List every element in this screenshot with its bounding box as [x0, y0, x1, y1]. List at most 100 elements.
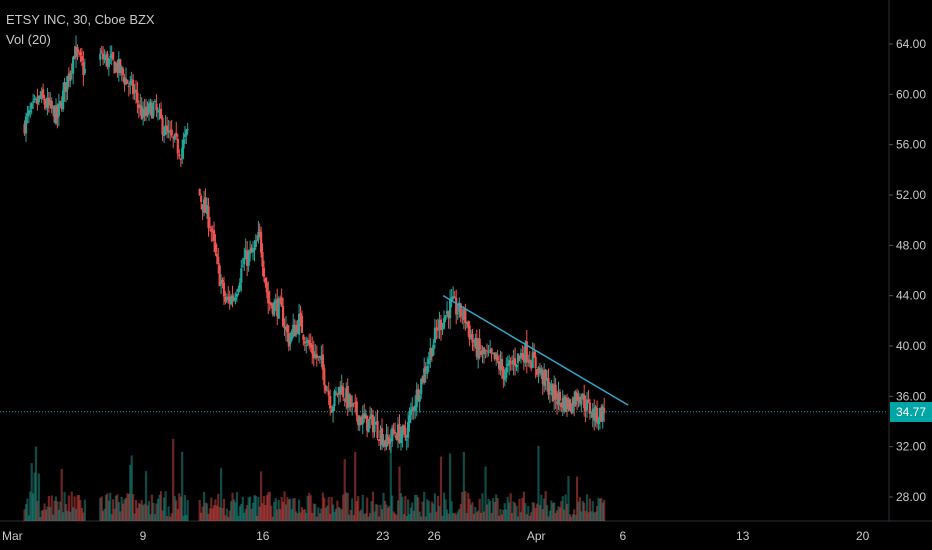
volume-bar	[104, 494, 108, 521]
candle-body	[459, 303, 462, 317]
volume-bar	[321, 492, 324, 521]
volume-bar	[207, 513, 210, 521]
candle-body	[357, 415, 360, 425]
candle-body	[493, 352, 496, 360]
candle-body	[215, 253, 218, 257]
volume-bar	[183, 495, 187, 521]
candle-body	[401, 426, 404, 438]
volume-bar	[146, 505, 149, 521]
candle-body	[364, 413, 367, 419]
candle-body	[538, 368, 542, 374]
candle-body	[144, 106, 148, 116]
candle-body	[50, 101, 53, 109]
candle-body	[39, 95, 42, 97]
candle-body	[132, 79, 135, 94]
volume-bar	[383, 500, 387, 521]
volume-bar	[270, 505, 273, 521]
volume-bar	[456, 511, 459, 521]
candle-body	[40, 91, 43, 100]
volume-bar	[289, 498, 292, 521]
candle-body	[456, 313, 459, 315]
volume-bar	[260, 471, 263, 521]
candle-body	[516, 353, 520, 363]
volume-bar	[331, 504, 335, 521]
volume-bar	[326, 505, 329, 521]
volume-bar	[415, 494, 418, 521]
candle-body	[62, 90, 65, 110]
volume-bar	[264, 504, 267, 521]
candle-body	[380, 428, 384, 446]
candle-body	[545, 379, 549, 381]
candle-body	[393, 432, 397, 434]
candle-body	[205, 204, 209, 215]
candle-body	[280, 297, 283, 307]
x-tick-label: 16	[256, 529, 270, 543]
candle-body	[354, 402, 357, 404]
volume-bar	[426, 499, 429, 521]
candle-body	[411, 407, 414, 412]
volume-bar	[103, 508, 106, 521]
volume-bar	[247, 497, 250, 521]
candle-body	[146, 108, 149, 115]
candle-body	[373, 423, 376, 432]
candle-body	[423, 368, 426, 383]
volume-bar	[57, 509, 60, 521]
candle-body	[382, 441, 385, 447]
volume-bar	[452, 513, 455, 521]
candle-body	[107, 58, 110, 68]
volume-bar	[349, 509, 352, 521]
candle-body	[170, 129, 173, 136]
candle-body	[511, 362, 514, 364]
volume-bar	[524, 502, 527, 521]
volume-bar	[26, 498, 29, 521]
candle-body	[571, 398, 574, 413]
volume-bar	[533, 502, 536, 521]
volume-bar	[333, 511, 336, 521]
volume-bar	[496, 497, 499, 521]
candle-body	[235, 293, 239, 297]
volume-bar	[212, 505, 216, 521]
volume-bar	[109, 492, 112, 521]
x-tick-label: Mar	[2, 529, 23, 543]
candle-body	[430, 348, 433, 357]
volume-bar	[290, 509, 293, 521]
candle-body	[324, 385, 327, 391]
legend-symbol[interactable]: ETSY INC, 30, Cboe BZX	[6, 12, 155, 27]
volume-bar	[475, 512, 478, 521]
legend-volume-indicator[interactable]: Vol (20)	[6, 32, 51, 47]
volume-bar	[320, 508, 323, 521]
volume-bar	[299, 512, 302, 521]
y-tick-label: 52.00	[896, 188, 926, 202]
candle-body	[490, 348, 493, 354]
volume-bar	[591, 501, 594, 521]
candle-body	[123, 77, 126, 85]
volume-bar	[402, 514, 405, 521]
volume-bar	[63, 491, 66, 521]
candle-body	[281, 306, 285, 327]
volume-bar	[555, 510, 559, 521]
volume-bar	[399, 493, 403, 521]
volume-bar	[567, 476, 570, 521]
candle-body	[398, 424, 401, 443]
candle-body	[361, 414, 364, 425]
volume-bar	[240, 503, 243, 521]
volume-bar	[46, 506, 49, 521]
volume-bar	[293, 498, 296, 521]
volume-bar	[257, 496, 260, 521]
candle-body	[409, 409, 412, 416]
volume-bar	[432, 503, 435, 521]
volume-bar	[472, 513, 476, 521]
candle-body	[355, 401, 358, 416]
candle-body	[420, 378, 423, 395]
candle-body	[249, 249, 252, 254]
volume-bar	[69, 511, 72, 521]
volume-bar	[392, 511, 395, 521]
volume-bar	[132, 494, 135, 521]
volume-bar	[450, 501, 453, 521]
volume-bar	[522, 491, 525, 521]
candle-body	[126, 79, 129, 84]
volume-bar	[210, 497, 213, 521]
volume-bar	[471, 501, 474, 521]
